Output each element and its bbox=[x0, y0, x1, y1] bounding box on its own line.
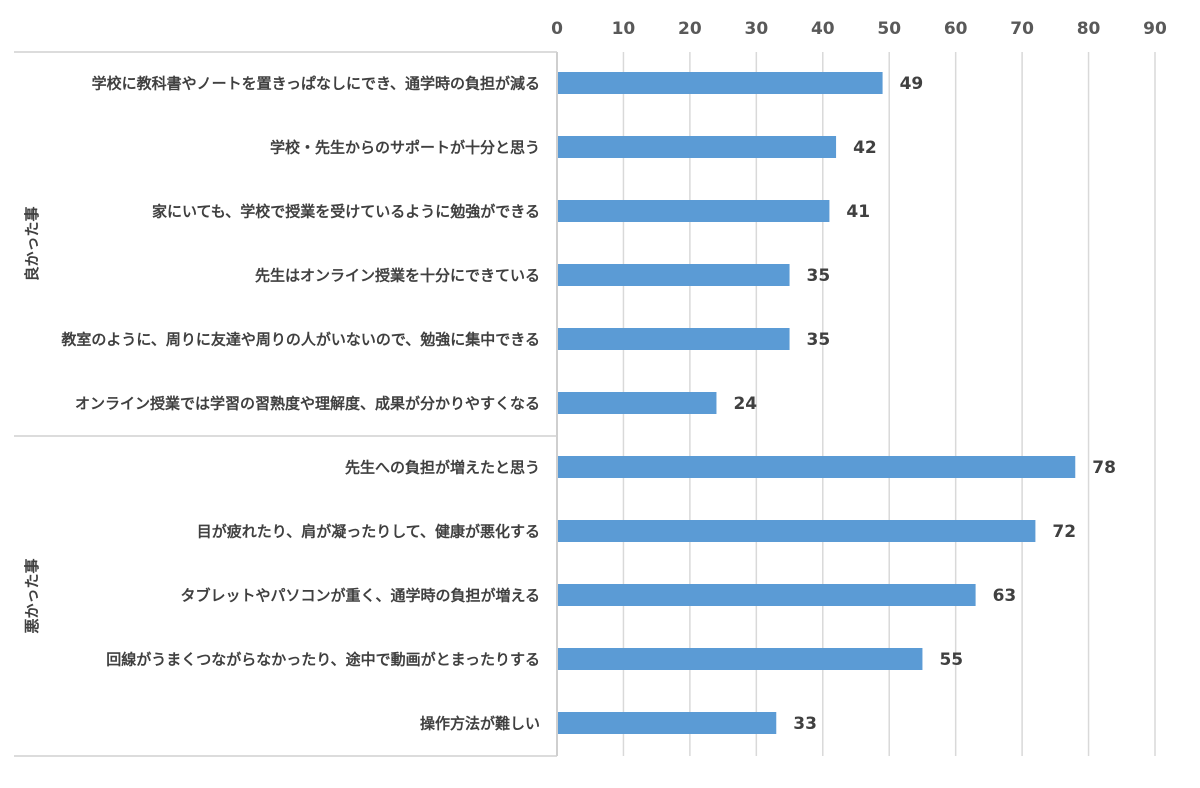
category-label: タブレットやパソコンが重く、通学時の負担が増える bbox=[180, 587, 540, 605]
x-tick-label: 60 bbox=[944, 19, 968, 39]
bar bbox=[558, 136, 837, 158]
group-label: 悪かった事 bbox=[23, 558, 41, 633]
value-label: 42 bbox=[853, 138, 877, 158]
bars bbox=[558, 72, 1076, 734]
bar bbox=[558, 712, 777, 734]
bar bbox=[558, 648, 923, 670]
category-label: 教室のように、周りに友達や周りの人がいないので、勉強に集中できる bbox=[60, 331, 540, 349]
category-label: 操作方法が難しい bbox=[420, 715, 540, 733]
category-label: 学校に教科書やノートを置きっぱなしにでき、通学時の負担が減る bbox=[92, 75, 540, 93]
x-tick-label: 0 bbox=[551, 19, 563, 39]
value-label: 78 bbox=[1092, 458, 1116, 478]
value-label: 33 bbox=[793, 714, 817, 734]
bar bbox=[558, 520, 1036, 542]
bar bbox=[558, 456, 1076, 478]
x-tick-label: 90 bbox=[1143, 19, 1167, 39]
bar bbox=[558, 264, 790, 286]
x-axis-ticks: 0 10 20 30 40 50 60 70 80 90 bbox=[551, 19, 1167, 39]
x-tick-label: 80 bbox=[1077, 19, 1101, 39]
x-tick-label: 30 bbox=[744, 19, 768, 39]
category-label: 先生はオンライン授業を十分にできている bbox=[255, 267, 540, 285]
value-label: 35 bbox=[807, 266, 831, 286]
value-labels: 49 42 41 35 35 24 78 72 63 55 33 bbox=[733, 74, 1115, 734]
bar bbox=[558, 584, 976, 606]
category-label: 学校・先生からのサポートが十分と思う bbox=[270, 139, 540, 157]
axes bbox=[14, 51, 558, 757]
category-label: 家にいても、学校で授業を受けているように勉強ができる bbox=[152, 203, 540, 221]
bar bbox=[558, 200, 830, 222]
x-tick-label: 10 bbox=[612, 19, 636, 39]
category-label: 回線がうまくつながらなかったり、途中で動画がとまったりする bbox=[106, 651, 540, 669]
bar bbox=[558, 72, 883, 94]
category-labels: 学校に教科書やノートを置きっぱなしにでき、通学時の負担が減る学校・先生からのサポ… bbox=[60, 75, 540, 733]
gridlines bbox=[622, 52, 1156, 756]
category-label: 目が疲れたり、肩が凝ったりして、健康が悪化する bbox=[197, 523, 540, 541]
x-tick-label: 70 bbox=[1010, 19, 1034, 39]
bar bbox=[558, 392, 717, 414]
value-label: 49 bbox=[900, 74, 924, 94]
x-tick-label: 50 bbox=[877, 19, 901, 39]
x-tick-label: 20 bbox=[678, 19, 702, 39]
value-label: 55 bbox=[939, 650, 963, 670]
group-label: 良かった事 bbox=[23, 206, 41, 281]
value-label: 35 bbox=[807, 330, 831, 350]
category-label: オンライン授業では学習の習熟度や理解度、成果が分かりやすくなる bbox=[75, 395, 540, 413]
value-label: 63 bbox=[993, 586, 1017, 606]
x-tick-label: 40 bbox=[811, 19, 835, 39]
bar bbox=[558, 328, 790, 350]
value-label: 24 bbox=[733, 394, 757, 414]
value-label: 41 bbox=[846, 202, 870, 222]
value-label: 72 bbox=[1052, 522, 1076, 542]
category-label: 先生への負担が増えたと思う bbox=[345, 459, 540, 477]
